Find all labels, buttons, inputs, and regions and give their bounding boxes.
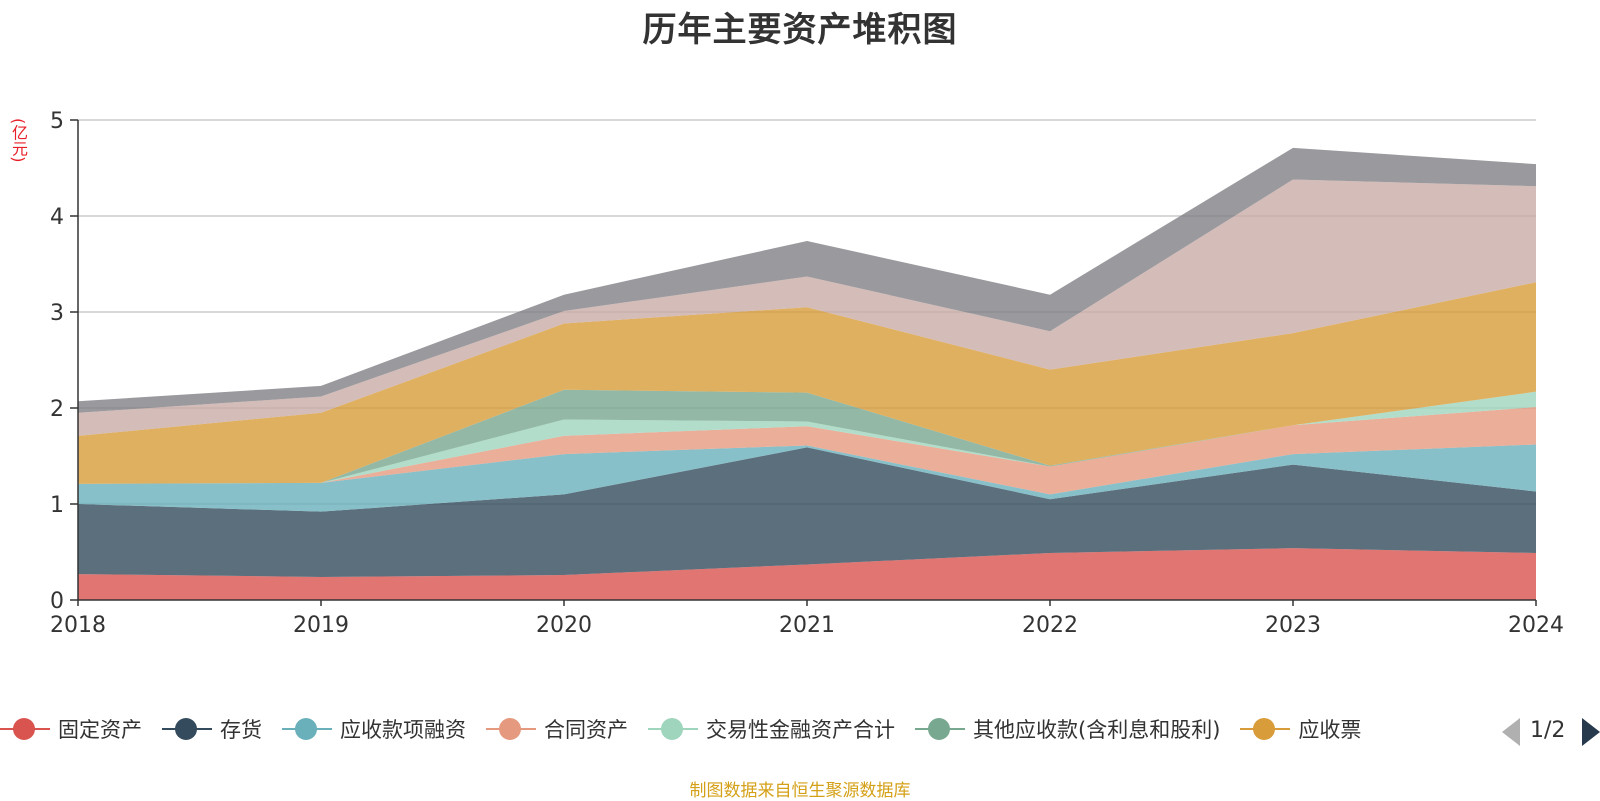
source-note: 制图数据来自恒生聚源数据库 (689, 781, 911, 801)
legend-marker-icon (648, 717, 698, 741)
area-series-3 (78, 407, 1536, 495)
legend-label: 固定资产 (58, 718, 142, 742)
legend-label: 合同资产 (544, 718, 628, 742)
y-unit-label: (亿元) (9, 118, 28, 163)
stacked-area-chart: 0 1 2 3 4 5 2018 2019 2020 2021 2022 2023 2024 (50, 109, 1564, 638)
legend-marker-icon (915, 717, 965, 741)
y-tick-label: 5 (50, 109, 64, 134)
legend-pager: 1/2 (1500, 716, 1600, 750)
area-series (78, 147, 1536, 600)
legend-item[interactable]: 存货 (162, 712, 262, 746)
legend-marker-icon (1240, 717, 1291, 741)
y-tick-label: 2 (50, 397, 64, 422)
area-series-5 (78, 389, 1536, 484)
y-tick-label: 1 (50, 493, 64, 518)
area-series-6 (78, 282, 1536, 484)
legend-marker-icon (162, 717, 212, 741)
y-tick-label: 0 (50, 589, 64, 614)
y-tick-label: 3 (50, 301, 64, 326)
legend-marker-icon (0, 717, 50, 741)
legend-label: 应收票 (1298, 718, 1362, 742)
chart-title: 历年主要资产堆积图 (642, 10, 958, 50)
legend: 固定资产 存货 应收款项融资 合同资产 交易性金融资产合计 其他应收款(含利息和股利) 应收… (0, 712, 1500, 746)
area-series-0 (78, 548, 1536, 600)
x-tick-label: 2024 (1508, 613, 1564, 638)
y-tick-label: 4 (50, 205, 64, 230)
legend-marker-icon (282, 717, 332, 741)
axes: 0 1 2 3 4 5 2018 2019 2020 2021 2022 2023 2024 (50, 109, 1564, 638)
area-series-7 (78, 179, 1536, 436)
x-tick-label: 2018 (50, 613, 106, 638)
legend-marker-icon (486, 717, 536, 741)
area-series-1 (78, 447, 1536, 577)
x-tick-label: 2021 (779, 613, 835, 638)
x-tick-label: 2019 (293, 613, 349, 638)
area-series-2 (78, 444, 1536, 512)
legend-item[interactable]: 交易性金融资产合计 (648, 712, 895, 746)
pager-next-icon[interactable] (1582, 718, 1600, 746)
x-tick-label: 2022 (1022, 613, 1078, 638)
legend-item[interactable]: 合同资产 (486, 712, 628, 746)
legend-label: 存货 (220, 718, 262, 742)
legend-item[interactable]: 其他应收款(含利息和股利) (915, 712, 1220, 746)
area-series-8 (78, 147, 1536, 413)
pager-prev-icon[interactable] (1502, 718, 1520, 746)
legend-item[interactable]: 应收票 (1240, 712, 1361, 746)
legend-item[interactable]: 固定资产 (0, 712, 142, 746)
legend-label: 交易性金融资产合计 (706, 718, 895, 742)
legend-label: 应收款项融资 (340, 718, 466, 742)
x-tick-label: 2020 (536, 613, 592, 638)
legend-label: 其他应收款(含利息和股利) (973, 718, 1221, 742)
x-tick-label: 2023 (1265, 613, 1321, 638)
pager-text: 1/2 (1530, 718, 1566, 743)
legend-item[interactable]: 应收款项融资 (282, 712, 466, 746)
